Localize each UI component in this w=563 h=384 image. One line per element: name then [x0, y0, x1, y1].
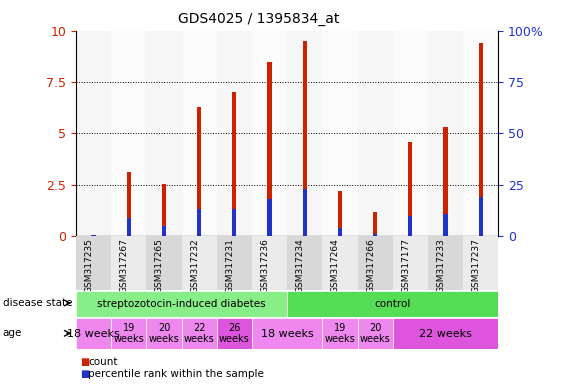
- Bar: [252, 31, 287, 236]
- Text: percentile rank within the sample: percentile rank within the sample: [88, 369, 264, 379]
- Text: 18 weeks: 18 weeks: [67, 328, 120, 339]
- Bar: [197, 209, 202, 236]
- Bar: [76, 236, 111, 290]
- Text: 26
weeks: 26 weeks: [219, 323, 250, 344]
- Bar: [127, 172, 131, 236]
- Bar: [76, 291, 287, 317]
- Text: ■: ■: [81, 357, 90, 367]
- Bar: [373, 234, 377, 236]
- Bar: [146, 31, 181, 236]
- Bar: [463, 236, 498, 290]
- Bar: [287, 236, 322, 290]
- Bar: [111, 31, 146, 236]
- Text: control: control: [374, 299, 411, 309]
- Bar: [358, 236, 393, 290]
- Text: streptozotocin-induced diabetes: streptozotocin-induced diabetes: [97, 299, 266, 309]
- Text: 20
weeks: 20 weeks: [149, 323, 180, 344]
- Text: 19
weeks: 19 weeks: [324, 323, 355, 344]
- Bar: [428, 236, 463, 290]
- Text: ■: ■: [81, 369, 90, 379]
- Bar: [338, 228, 342, 236]
- Bar: [146, 236, 181, 290]
- Text: GSM317232: GSM317232: [190, 238, 199, 293]
- Bar: [162, 184, 166, 236]
- Text: GDS4025 / 1395834_at: GDS4025 / 1395834_at: [178, 12, 339, 25]
- Text: GSM317236: GSM317236: [261, 238, 270, 293]
- Bar: [146, 318, 181, 349]
- Bar: [358, 318, 393, 349]
- Bar: [408, 216, 412, 236]
- Bar: [233, 92, 236, 236]
- Bar: [181, 318, 217, 349]
- Bar: [338, 191, 342, 236]
- Bar: [181, 31, 217, 236]
- Text: GSM317264: GSM317264: [331, 238, 340, 293]
- Bar: [322, 236, 358, 290]
- Text: 18 weeks: 18 weeks: [261, 328, 314, 339]
- Text: GSM317231: GSM317231: [225, 238, 234, 293]
- Bar: [393, 318, 498, 349]
- Bar: [267, 199, 272, 236]
- Bar: [127, 218, 131, 236]
- Text: GSM317265: GSM317265: [155, 238, 164, 293]
- Bar: [287, 31, 322, 236]
- Bar: [479, 197, 483, 236]
- Bar: [92, 235, 96, 236]
- Text: count: count: [88, 357, 118, 367]
- Bar: [76, 31, 111, 236]
- Bar: [197, 107, 202, 236]
- Bar: [428, 31, 463, 236]
- Bar: [303, 189, 307, 236]
- Bar: [76, 318, 111, 349]
- Bar: [479, 43, 483, 236]
- Bar: [393, 236, 428, 290]
- Bar: [322, 318, 358, 349]
- Text: GSM317235: GSM317235: [84, 238, 93, 293]
- Bar: [111, 236, 146, 290]
- Bar: [393, 31, 428, 236]
- Bar: [444, 214, 448, 236]
- Text: 22 weeks: 22 weeks: [419, 328, 472, 339]
- Text: GSM317233: GSM317233: [436, 238, 445, 293]
- Text: GSM317237: GSM317237: [472, 238, 481, 293]
- Text: 19
weeks: 19 weeks: [113, 323, 144, 344]
- Bar: [233, 209, 236, 236]
- Text: GSM317266: GSM317266: [366, 238, 375, 293]
- Bar: [322, 31, 358, 236]
- Bar: [287, 291, 498, 317]
- Bar: [373, 212, 377, 236]
- Text: 20
weeks: 20 weeks: [360, 323, 391, 344]
- Bar: [181, 236, 217, 290]
- Text: GSM317234: GSM317234: [296, 238, 305, 293]
- Bar: [408, 142, 412, 236]
- Text: GSM317267: GSM317267: [120, 238, 129, 293]
- Bar: [217, 318, 252, 349]
- Bar: [111, 318, 146, 349]
- Bar: [217, 236, 252, 290]
- Text: disease state: disease state: [3, 298, 72, 308]
- Text: GSM317177: GSM317177: [401, 238, 410, 293]
- Bar: [92, 235, 96, 236]
- Text: 22
weeks: 22 weeks: [184, 323, 215, 344]
- Bar: [252, 318, 322, 349]
- Bar: [444, 127, 448, 236]
- Bar: [162, 226, 166, 236]
- Bar: [463, 31, 498, 236]
- Text: age: age: [3, 328, 22, 338]
- Bar: [252, 236, 287, 290]
- Bar: [358, 31, 393, 236]
- Bar: [217, 31, 252, 236]
- Bar: [303, 41, 307, 236]
- Bar: [267, 61, 272, 236]
